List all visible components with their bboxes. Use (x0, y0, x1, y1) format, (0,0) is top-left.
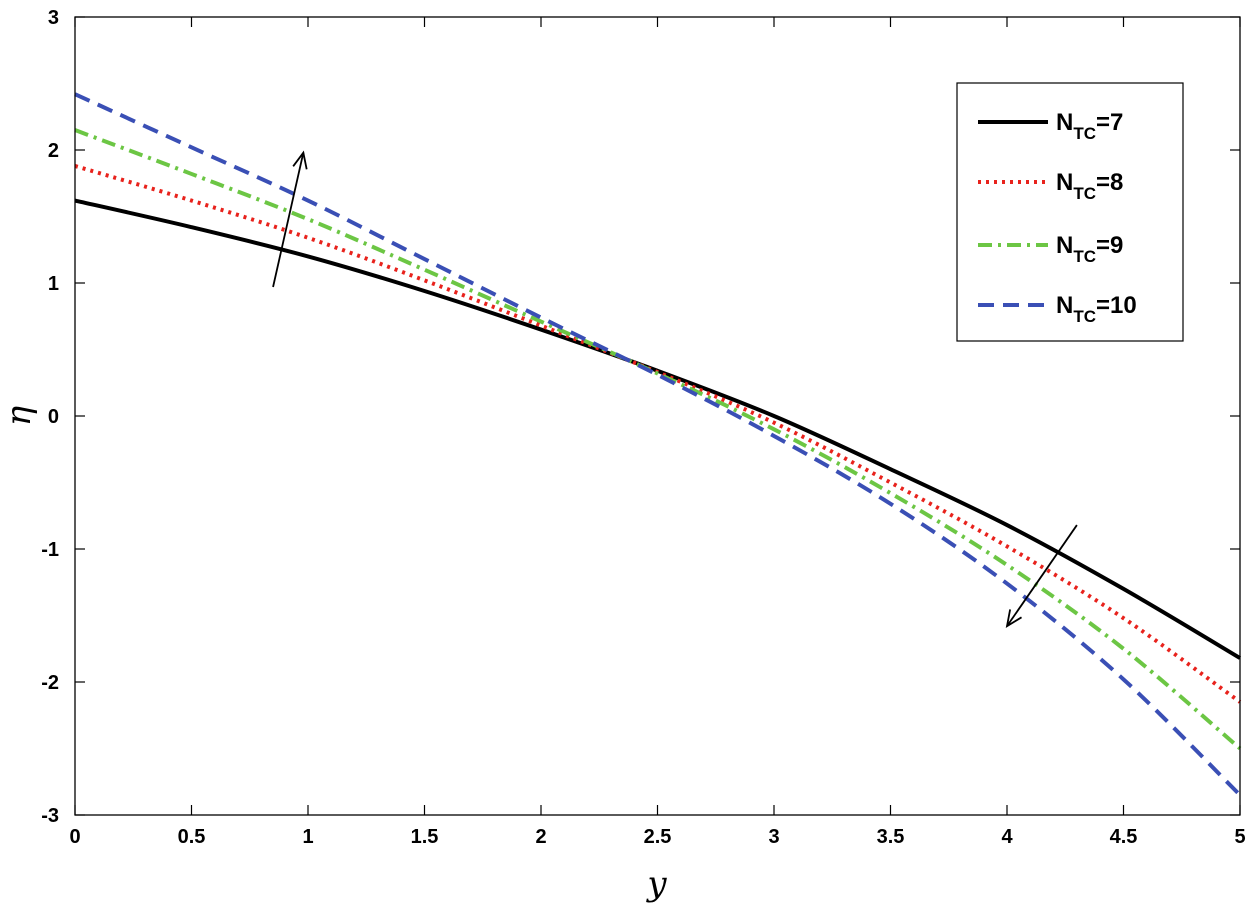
annotation-arrows (272, 150, 1078, 628)
x-tick-label: 0.5 (178, 826, 206, 848)
y-tick-label: 1 (48, 273, 59, 295)
y-tick-label: -1 (41, 539, 59, 561)
legend-item-4: NTC=10 (978, 292, 1137, 326)
x-tick-label: 4.5 (1110, 826, 1138, 848)
legend-label: NTC=8 (1056, 169, 1123, 203)
y-tick-label: 3 (48, 7, 59, 29)
y-tick-label: -3 (41, 805, 59, 827)
x-tick-label: 2.5 (644, 826, 672, 848)
y-tick-label: 2 (48, 140, 59, 162)
x-tick-label: 3.5 (877, 826, 905, 848)
legend-label: NTC=9 (1056, 232, 1123, 266)
x-axis-label: y (645, 864, 667, 904)
legend: NTC=7 NTC=8 NTC=9 NTC=10 (956, 82, 1184, 342)
x-tick-label: 1.5 (411, 826, 439, 848)
annotation-arrow-1 (272, 150, 308, 288)
series-line-4 (74, 92, 1242, 797)
legend-item-3: NTC=9 (978, 232, 1123, 266)
x-tick-label: 2 (535, 826, 546, 848)
series-layer (74, 92, 1242, 797)
x-tick-label: 4 (1001, 826, 1013, 848)
x-tick-label: 1 (302, 826, 313, 848)
x-tick-label: 0 (69, 826, 80, 848)
legend-box (956, 82, 1184, 342)
legend-label: NTC=10 (1056, 292, 1137, 326)
x-tick-label: 3 (768, 826, 779, 848)
series-line-3 (74, 128, 1242, 751)
y-axis-label: η (0, 405, 39, 426)
annotation-arrow-2 (1005, 524, 1078, 628)
axis-ticks: 0 0.5 1 1.5 2 2.5 3 3.5 4 4.5 5 3 2 1 0 -1 -2 -3 (41, 7, 1245, 848)
legend-item-1: NTC=7 (978, 109, 1123, 143)
legend-item-2: NTC=8 (978, 169, 1123, 203)
x-tick-label: 5 (1234, 826, 1245, 848)
y-tick-label: 0 (48, 406, 59, 428)
y-tick-label: -2 (41, 672, 59, 694)
legend-label: NTC=7 (1056, 109, 1123, 143)
